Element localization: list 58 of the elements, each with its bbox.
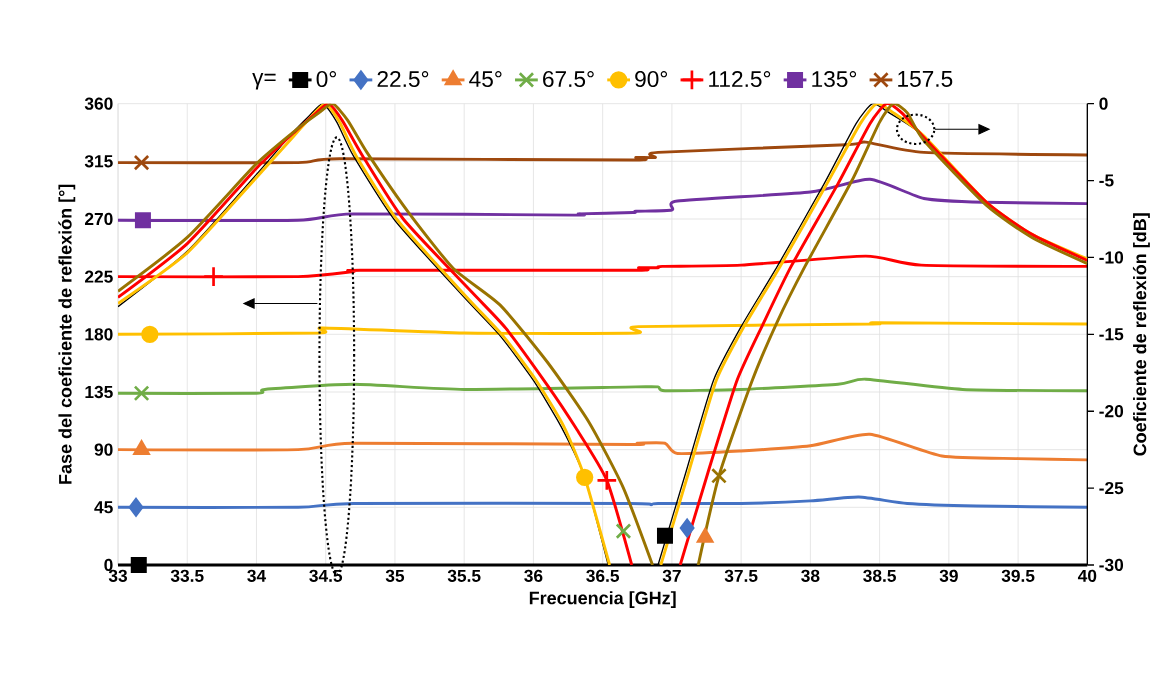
point — [656, 527, 673, 544]
point — [133, 385, 150, 402]
x-tick-label: 34.5 — [309, 569, 343, 582]
y2-tick-label: -25 — [1099, 481, 1124, 495]
y2-axis-title: Coeficiente de reflexión [dB] — [1132, 213, 1150, 456]
point — [128, 497, 144, 517]
legend-label: 112.5° — [709, 71, 771, 88]
y2-tick-label: -30 — [1099, 558, 1124, 572]
point — [141, 325, 159, 343]
x-tick-label: 37.5 — [724, 569, 758, 582]
x-tick-label: 33.5 — [170, 569, 204, 582]
legend-label: 157.5 — [898, 71, 953, 87]
y2-tick-label: 0 — [1099, 97, 1108, 110]
point — [596, 469, 618, 492]
x-tick-label: 35 — [385, 569, 405, 582]
y-tick-label: 90 — [94, 443, 113, 456]
y2-tick-label: -20 — [1099, 405, 1124, 418]
legend-label: 135° — [812, 71, 857, 88]
x-tick-label: 37 — [662, 569, 681, 582]
x-tick-label: 34 — [247, 569, 267, 582]
x-tick-label: 40 — [1077, 569, 1097, 582]
point — [711, 467, 727, 484]
x-tick-label: 39 — [939, 569, 958, 582]
point — [133, 154, 150, 171]
y-tick-label: 135 — [85, 385, 113, 399]
y-axis-title: Fase del coeficiente de reflexión [°] — [58, 184, 76, 484]
x-tick-label: 35.5 — [447, 569, 481, 582]
y-tick-label: 45 — [94, 501, 113, 514]
point — [615, 523, 632, 540]
legend-title: γ= — [252, 72, 276, 90]
x-tick-label: 39.5 — [1001, 569, 1035, 582]
point — [130, 556, 147, 573]
y-tick-label: 180 — [85, 328, 113, 341]
x-tick-label: 38 — [801, 569, 820, 582]
point — [134, 212, 151, 229]
y-tick-label: 0 — [104, 558, 113, 572]
y2-tick-label: -15 — [1099, 328, 1124, 341]
legend-label: 90° — [635, 71, 668, 88]
y-tick-label: 270 — [84, 212, 113, 226]
legend-label: 22.5° — [377, 71, 429, 88]
legend-label: 45° — [469, 71, 502, 88]
point — [575, 468, 594, 487]
x-tick-label: 36 — [524, 569, 543, 582]
y2-tick-label: -5 — [1099, 174, 1114, 187]
legend-label: 0° — [316, 71, 337, 88]
x-tick-label: 33 — [108, 569, 128, 582]
point — [133, 440, 150, 455]
x-axis-title: Frecuencia [GHz] — [529, 591, 676, 608]
point — [679, 518, 695, 538]
y2-tick-label: -10 — [1099, 251, 1124, 264]
legend-label: 67.5° — [543, 71, 594, 88]
y-tick-label: 225 — [84, 270, 113, 283]
line-series — [116, 432, 1089, 462]
point — [202, 265, 225, 288]
y-tick-label: 360 — [84, 97, 113, 110]
x-tick-label: 38.5 — [863, 569, 896, 582]
y-tick-label: 315 — [84, 155, 113, 168]
x-tick-label: 36.5 — [586, 569, 620, 582]
